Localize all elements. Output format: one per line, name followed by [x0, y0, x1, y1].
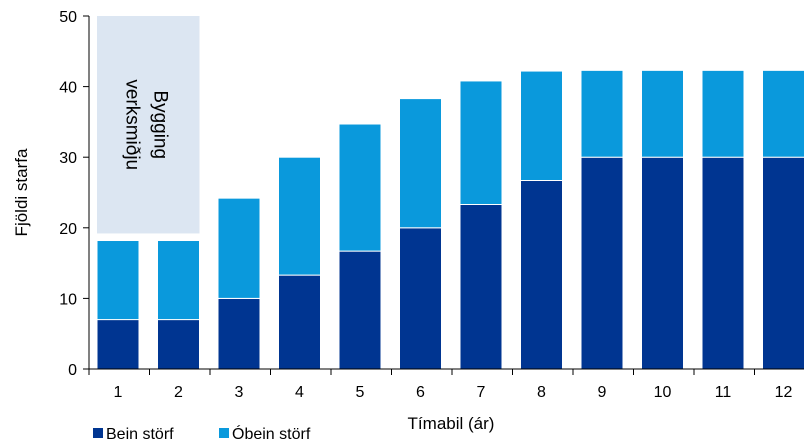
annotation-line: Bygging — [149, 90, 170, 159]
y-tick-label: 20 — [59, 221, 77, 238]
bar-obein-7 — [459, 80, 503, 206]
legend-label-bein: Bein störf — [106, 426, 174, 441]
x-tick-label: 7 — [477, 384, 486, 401]
bar-bein-12 — [762, 156, 804, 370]
annotation-line: verksmiðju — [121, 79, 142, 170]
bar-obein-2 — [157, 240, 200, 321]
bar-bein-2 — [157, 319, 200, 370]
x-tick-label: 4 — [295, 384, 304, 401]
bar-bein-5 — [338, 250, 382, 370]
y-tick-label: 10 — [59, 291, 77, 308]
bar-bein-1 — [96, 319, 140, 370]
bar-obein-8 — [520, 70, 563, 181]
bar-obein-12 — [762, 69, 804, 158]
x-tick-label: 10 — [654, 384, 672, 401]
bar-obein-4 — [278, 156, 321, 276]
bar-bein-11 — [701, 156, 745, 370]
x-axis-title: Tímabil (ár) — [408, 414, 495, 433]
bar-bein-7 — [459, 204, 503, 370]
legend-swatch-obein — [219, 428, 229, 438]
bar-bein-4 — [278, 274, 321, 370]
bar-obein-6 — [399, 98, 442, 229]
annotation-label: Bygging verksmiðju — [121, 79, 170, 170]
y-tick-label: 40 — [59, 80, 77, 97]
bar-bein-10 — [641, 156, 684, 370]
bar-bein-9 — [580, 156, 624, 370]
x-tick-label: 6 — [416, 384, 425, 401]
x-tick-label: 5 — [356, 384, 365, 401]
x-tick-label: 3 — [235, 384, 244, 401]
bar-bein-6 — [399, 227, 442, 370]
bar-obein-10 — [641, 69, 684, 158]
bar-bein-3 — [217, 297, 261, 370]
x-tick-label: 11 — [715, 384, 732, 401]
x-tick-label: 9 — [598, 384, 607, 401]
x-tick-label: 2 — [174, 384, 183, 401]
x-tick-label: 8 — [537, 384, 546, 401]
y-axis-title: Fjöldi starfa — [12, 148, 31, 236]
bar-obein-3 — [217, 197, 261, 299]
x-tick-label: 12 — [775, 384, 793, 401]
annotation-box — [97, 16, 200, 234]
legend-label-obein: Óbein störf — [232, 424, 311, 441]
bar-obein-1 — [96, 240, 140, 321]
y-tick-label: 30 — [59, 150, 77, 167]
bar-obein-5 — [338, 123, 382, 252]
bar-obein-9 — [580, 69, 624, 158]
y-tick-label: 0 — [68, 362, 77, 379]
bar-obein-11 — [701, 69, 745, 158]
x-tick-label: 1 — [114, 384, 123, 401]
bar-bein-8 — [520, 179, 563, 370]
y-tick-label: 50 — [59, 9, 77, 26]
legend-swatch-bein — [93, 428, 103, 438]
